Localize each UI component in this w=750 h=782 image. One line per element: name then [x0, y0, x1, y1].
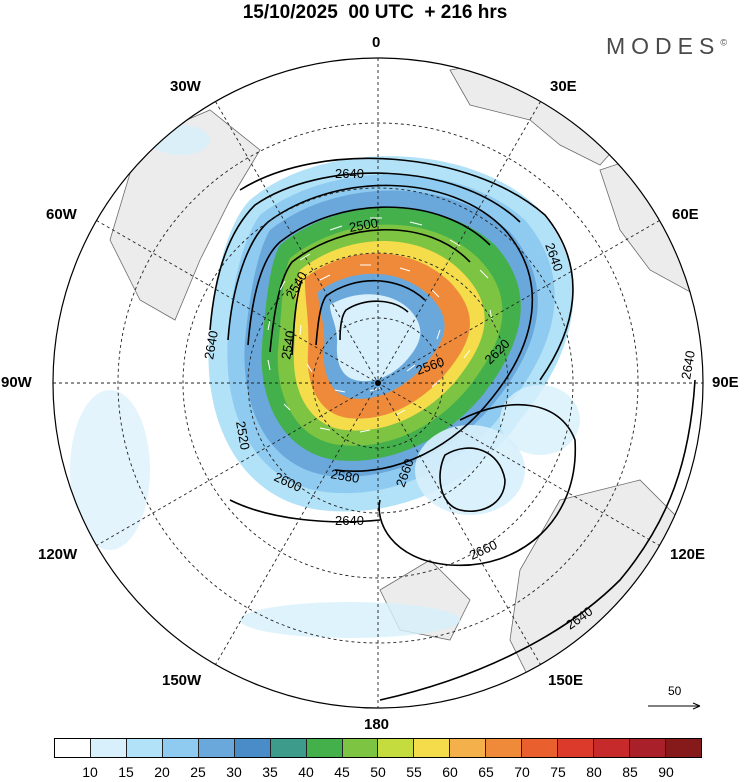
wind-vectors	[267, 217, 493, 433]
colorbar-swatch	[55, 739, 91, 757]
colorbar-tick-label: 45	[334, 764, 350, 780]
colorbar-tick-label: 35	[262, 764, 278, 780]
contour-label: 2500	[348, 215, 379, 235]
lon-label-0: 0	[372, 34, 381, 51]
colorbar-tick-label: 40	[298, 764, 314, 780]
colorbar-tick-label: 85	[622, 764, 638, 780]
colorbar-swatch	[342, 739, 379, 757]
colorbar-swatch	[270, 739, 307, 757]
lon-label-150e: 150E	[548, 672, 584, 689]
lon-label-60w: 60W	[46, 206, 77, 223]
colorbar-tick-label: 55	[406, 764, 422, 780]
contour-label: 2580	[329, 466, 360, 486]
colorbar-tick-label: 20	[154, 764, 170, 780]
brand-name: MODES	[606, 33, 721, 59]
lon-label-60e: 60E	[672, 206, 699, 223]
lon-label-90w: 90W	[1, 374, 32, 391]
colorbar-swatch	[378, 739, 415, 757]
lon-label-150w: 150W	[162, 672, 202, 689]
colorbar-tick-label: 25	[190, 764, 206, 780]
colorbar-swatch	[522, 739, 559, 757]
lon-label-120e: 120E	[670, 546, 706, 563]
lon-label-30e: 30E	[550, 78, 577, 95]
colorbar	[54, 738, 702, 758]
brand-logo: MODES©	[606, 33, 727, 60]
colorbar-swatch	[162, 739, 199, 757]
colorbar-swatch	[414, 739, 451, 757]
colorbar-swatch	[665, 739, 701, 757]
map-disc	[53, 58, 703, 708]
colorbar-swatch	[558, 739, 595, 757]
colorbar-swatch	[198, 739, 235, 757]
contour-label: 2640	[335, 166, 364, 181]
colorbar-tick-label: 30	[226, 764, 242, 780]
colorbar-tick-label: 10	[82, 764, 98, 780]
contour-label: 2540	[278, 329, 298, 360]
colorbar-tick-label: 90	[658, 764, 674, 780]
colorbar-swatch	[630, 739, 666, 757]
colorbar-swatch	[90, 739, 127, 757]
colorbar-swatch	[234, 739, 271, 757]
colorbar-swatch	[306, 739, 343, 757]
lon-label-180: 180	[364, 716, 390, 733]
colorbar-tick-label: 75	[550, 764, 566, 780]
contour-label: 2520	[233, 420, 253, 451]
colorbar-tick-label: 80	[586, 764, 602, 780]
contour-label: 2640	[201, 329, 221, 360]
colorbar-tick-label: 15	[118, 764, 134, 780]
brand-mark: ©	[720, 37, 727, 48]
height-contours	[209, 157, 696, 701]
colorbar-tick-label: 65	[478, 764, 494, 780]
lon-label-30w: 30W	[170, 78, 201, 95]
colorbar-swatch	[126, 739, 163, 757]
contour-label: 2660	[467, 537, 500, 563]
map-border	[52, 57, 704, 709]
contour-label-group: 2640 2640 2640 2640 2640 2640 2600 2580 …	[201, 166, 698, 632]
colorbar-tick-label: 50	[370, 764, 386, 780]
vector-reference-label: 50	[668, 684, 682, 698]
contour-label: 2640	[335, 513, 364, 528]
vector-reference-arrow	[648, 702, 701, 710]
colorbar-swatch	[594, 739, 630, 757]
lon-label-90e: 90E	[712, 374, 739, 391]
colorbar-tick-label: 70	[514, 764, 530, 780]
colorbar-swatch	[450, 739, 487, 757]
chart-title: 15/10/2025 00 UTC + 216 hrs	[242, 2, 508, 23]
contour-label: 2640	[678, 349, 698, 380]
colorbar-tick-label: 60	[442, 764, 458, 780]
lon-label-120w: 120W	[38, 546, 78, 563]
colorbar-swatch	[486, 739, 523, 757]
